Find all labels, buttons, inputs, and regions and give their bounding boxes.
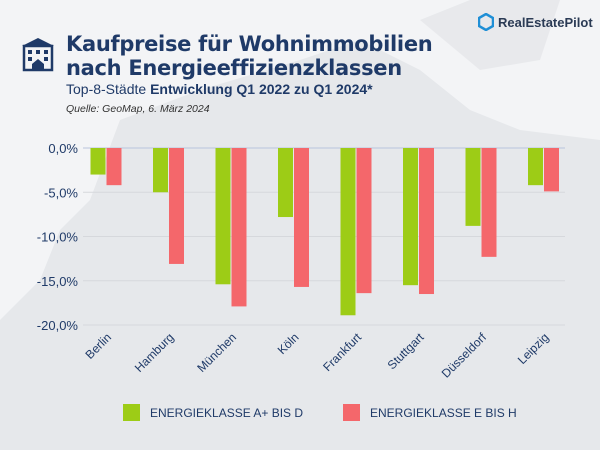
y-tick-label: 0,0%	[48, 141, 78, 156]
page-title: Kaufpreise für Wohnimmobilien nach Energ…	[66, 32, 433, 80]
x-tick-label: Berlin	[83, 330, 115, 362]
bar-e-h	[481, 148, 497, 257]
brand-name: RealEstatePilot	[498, 14, 593, 30]
x-tick-label: Düsseldorf	[439, 330, 490, 381]
x-tick-label: Stuttgart	[385, 330, 427, 372]
brand-logo: RealEstatePilot	[478, 13, 593, 31]
legend-item-e-h: ENERGIEKLASSE E BIS H	[343, 404, 517, 421]
bar-e-h	[231, 148, 247, 307]
x-tick-label: Leipzig	[515, 330, 552, 367]
apartment-building-icon	[22, 38, 54, 72]
subtitle-plain: Top-8-Städte	[66, 81, 151, 97]
source-note: Quelle: GeoMap, 6. März 2024	[66, 103, 210, 115]
bar-e-h	[169, 148, 184, 264]
bar-a-d	[403, 148, 418, 286]
subtitle: Top-8-Städte Entwicklung Q1 2022 zu Q1 2…	[66, 81, 373, 97]
bar-e-h	[544, 148, 559, 192]
x-tick-label: Hamburg	[132, 330, 177, 375]
x-tick-label: Frankfurt	[320, 330, 364, 374]
legend-label: ENERGIEKLASSE A+ BIS D	[150, 405, 304, 420]
bar-a-d	[278, 148, 293, 218]
legend-swatch-red	[343, 404, 360, 421]
bar-a-d	[340, 148, 356, 316]
title-line-2: nach Energieeffizienzklassen	[66, 56, 402, 80]
bar-a-d	[153, 148, 168, 193]
bar-a-d	[528, 148, 543, 186]
bar-e-h	[106, 148, 122, 186]
y-tick-label: -5,0%	[44, 185, 78, 200]
hexagon-logo-icon	[478, 13, 494, 31]
legend-label: ENERGIEKLASSE E BIS H	[370, 405, 517, 420]
bar-a-d	[465, 148, 481, 226]
x-tick-label: Köln	[275, 330, 302, 357]
legend-swatch-green	[123, 404, 140, 421]
subtitle-bold: Entwicklung Q1 2022 zu Q1 2024*	[150, 81, 373, 97]
x-tick-label: München	[194, 330, 239, 375]
bar-e-h	[419, 148, 434, 295]
bar-a-d	[215, 148, 231, 285]
bar-e-h	[356, 148, 372, 294]
title-line-1: Kaufpreise für Wohnimmobilien	[66, 32, 433, 56]
legend-item-a-d: ENERGIEKLASSE A+ BIS D	[123, 404, 303, 421]
bar-a-d	[90, 148, 106, 175]
y-tick-label: -10,0%	[37, 230, 79, 245]
bar-e-h	[294, 148, 309, 287]
y-tick-label: -15,0%	[37, 274, 79, 289]
y-tick-label: -20,0%	[37, 318, 79, 333]
